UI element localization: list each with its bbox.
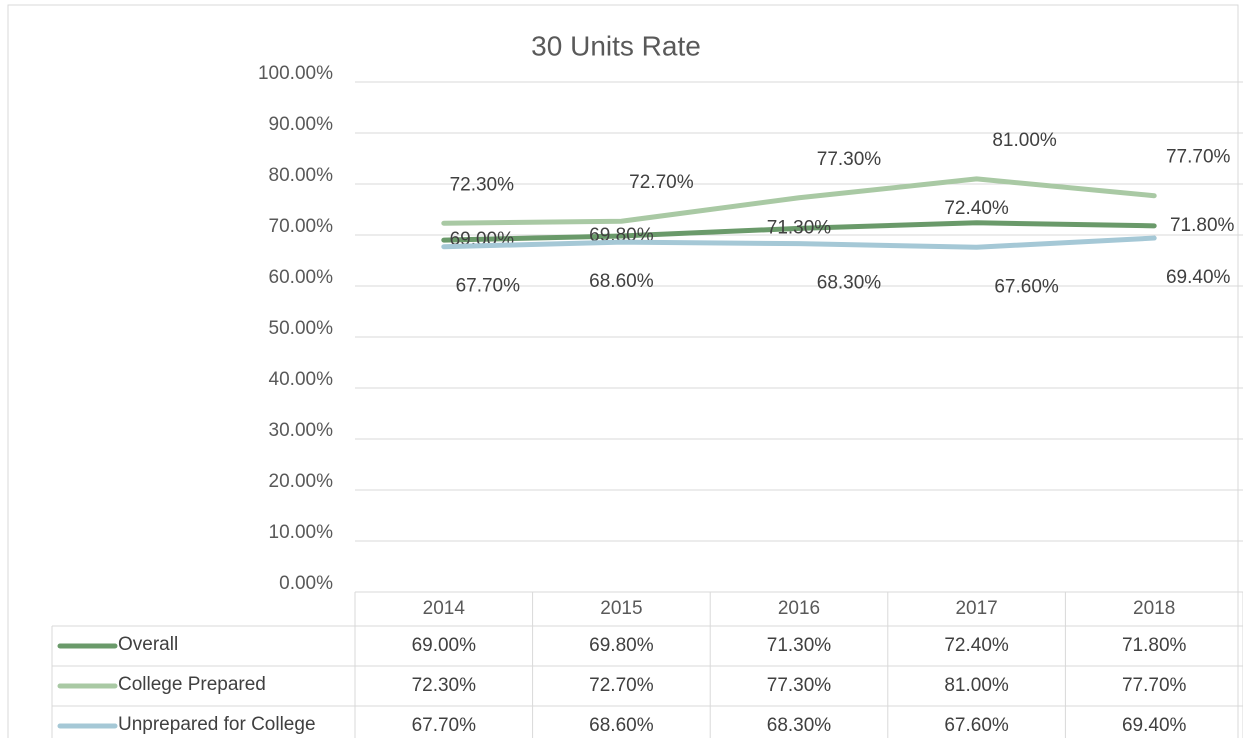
x-tick-label: 2016 [778,598,820,619]
table-cell: 77.30% [767,675,832,696]
table-cell: 77.70% [1122,675,1187,696]
y-tick-label: 0.00% [279,573,333,594]
y-tick-label: 50.00% [269,318,334,339]
x-tick-label: 2018 [1133,598,1175,619]
table-cell: 71.80% [1122,635,1187,656]
data-label: 68.30% [817,273,882,294]
table-cell: 68.30% [767,715,832,736]
legend-label: Unprepared for College [118,714,316,735]
series-line [441,235,1157,250]
y-tick-label: 10.00% [269,522,334,543]
legend-label: College Prepared [118,674,266,695]
chart-title: 30 Units Rate [531,30,701,61]
y-tick-label: 80.00% [269,165,334,186]
table-cell: 69.40% [1122,715,1187,736]
data-label: 67.70% [456,276,521,297]
y-tick-label: 70.00% [269,216,334,237]
y-tick-label: 40.00% [269,369,334,390]
table-cell: 69.80% [589,635,654,656]
data-label: 81.00% [992,130,1057,151]
legend-label: Overall [118,634,178,655]
chart-border [7,4,1239,738]
table-cell: 71.30% [767,635,832,656]
table-cell: 68.60% [589,715,654,736]
data-label: 72.40% [944,198,1009,219]
table-cell: 72.30% [412,675,477,696]
y-tick-label: 20.00% [269,471,334,492]
table-cell: 69.00% [412,635,477,656]
data-label: 77.30% [817,149,882,170]
table-cell: 72.40% [944,635,1009,656]
y-tick-label: 90.00% [269,114,334,135]
table-cell: 72.70% [589,675,654,696]
series-line [441,220,1157,243]
x-tick-label: 2015 [600,598,642,619]
data-label: 72.70% [629,172,694,193]
x-tick-label: 2017 [955,598,997,619]
table-cell: 81.00% [944,675,1009,696]
table-cell: 67.60% [944,715,1009,736]
data-label: 71.80% [1170,215,1235,236]
data-label: 71.30% [767,217,832,238]
data-label: 69.40% [1166,267,1231,288]
table-cell: 67.70% [412,715,477,736]
series-line [441,176,1157,226]
y-tick-label: 30.00% [269,420,334,441]
y-tick-label: 60.00% [269,267,334,288]
data-label: 72.30% [450,174,515,195]
x-tick-label: 2014 [423,598,466,619]
y-tick-label: 100.00% [258,63,333,84]
data-label: 68.60% [589,271,654,292]
data-label: 67.60% [994,276,1059,297]
data-label: 77.70% [1166,147,1231,168]
